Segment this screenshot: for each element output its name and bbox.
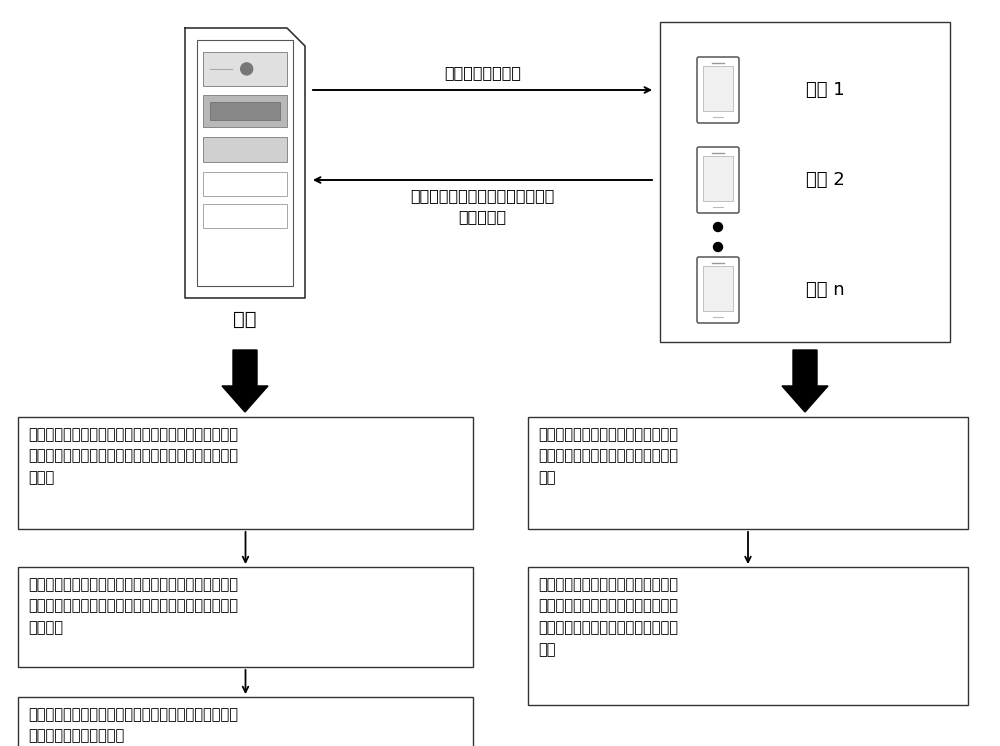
Text: 根据差值的数据属性对多个候选模型更新值进行质量评
估，获得多个候选模型更新值中的每个候选模型更新值
的权重: 根据差值的数据属性对多个候选模型更新值进行质量评 估，获得多个候选模型更新值中的… xyxy=(28,427,238,485)
Bar xyxy=(18,567,473,667)
Bar xyxy=(703,157,733,201)
Bar xyxy=(660,22,950,342)
Text: 将多个经过训练的神经网络模型分别
与初始神经网络模型做差，获得针对
初始神经网络模型的多个候选模型更
新值: 将多个经过训练的神经网络模型分别 与初始神经网络模型做差，获得针对 初始神经网络… xyxy=(538,577,678,656)
Polygon shape xyxy=(222,350,268,412)
Bar xyxy=(210,102,280,120)
Polygon shape xyxy=(185,28,305,298)
Polygon shape xyxy=(782,350,828,412)
Text: 基于对初始神经网络模型进行更新的模型更新值，对初
始神经网络模型进行更新: 基于对初始神经网络模型进行更新的模型更新值，对初 始神经网络模型进行更新 xyxy=(28,707,238,744)
Bar xyxy=(203,172,287,196)
Text: 终端 2: 终端 2 xyxy=(806,171,844,189)
Circle shape xyxy=(714,222,722,231)
Bar xyxy=(528,417,968,529)
Text: 初始神经网络模型: 初始神经网络模型 xyxy=(444,65,521,80)
Text: 终端 n: 终端 n xyxy=(806,281,844,299)
FancyBboxPatch shape xyxy=(697,147,739,213)
FancyBboxPatch shape xyxy=(697,257,739,323)
Bar xyxy=(203,204,287,228)
Text: 对多个候选模型更新值中的每个候选模型更新值采用加
权中位数机制，确定对初始神经网络模型进行更新的模
型更新值: 对多个候选模型更新值中的每个候选模型更新值采用加 权中位数机制，确定对初始神经网… xyxy=(28,577,238,635)
Bar xyxy=(18,417,473,529)
FancyBboxPatch shape xyxy=(697,57,739,123)
Bar xyxy=(203,137,287,162)
Bar xyxy=(703,66,733,111)
Bar xyxy=(528,567,968,705)
Bar xyxy=(197,40,293,286)
Text: 基于多个数据集对初始神经网络模型
训练，获得多个经过训练的神经网络
模型: 基于多个数据集对初始神经网络模型 训练，获得多个经过训练的神经网络 模型 xyxy=(538,427,678,485)
Text: 云端: 云端 xyxy=(233,310,257,329)
Bar xyxy=(203,52,287,86)
Bar xyxy=(203,95,287,128)
Circle shape xyxy=(241,63,253,75)
Bar xyxy=(703,266,733,311)
Bar xyxy=(18,697,473,746)
Text: 针对初始神经网络模型的多个候选
模型更新值: 针对初始神经网络模型的多个候选 模型更新值 xyxy=(410,188,555,224)
Circle shape xyxy=(714,242,722,251)
Text: 终端 1: 终端 1 xyxy=(806,81,844,99)
